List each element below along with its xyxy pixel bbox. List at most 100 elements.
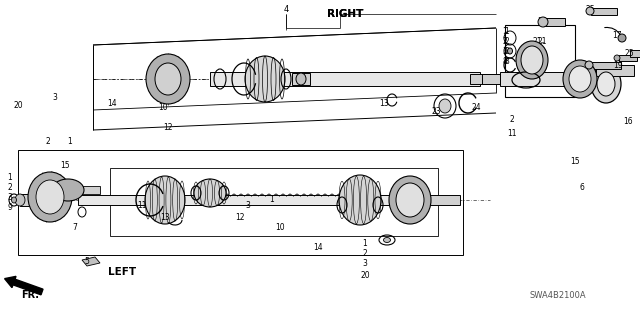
Ellipse shape xyxy=(591,65,621,103)
Bar xyxy=(470,74,500,84)
Ellipse shape xyxy=(383,238,390,242)
FancyArrow shape xyxy=(4,276,43,295)
Text: 18: 18 xyxy=(537,18,547,26)
Text: 5: 5 xyxy=(84,257,90,266)
Bar xyxy=(505,25,575,97)
Text: 12: 12 xyxy=(163,122,173,131)
Text: 14: 14 xyxy=(313,243,323,253)
Text: 22: 22 xyxy=(528,63,538,72)
Polygon shape xyxy=(82,257,100,266)
Bar xyxy=(110,168,438,236)
Text: 23: 23 xyxy=(431,108,441,116)
Text: FR.: FR. xyxy=(21,290,39,300)
Ellipse shape xyxy=(28,172,72,222)
Text: 21: 21 xyxy=(537,38,547,47)
Ellipse shape xyxy=(145,176,185,224)
Ellipse shape xyxy=(563,60,597,98)
Bar xyxy=(292,73,310,85)
Ellipse shape xyxy=(508,48,513,54)
Text: 15: 15 xyxy=(570,158,580,167)
Ellipse shape xyxy=(36,180,64,214)
Text: 3: 3 xyxy=(502,48,507,56)
Text: RIGHT: RIGHT xyxy=(327,9,363,19)
Text: 3: 3 xyxy=(8,194,12,203)
Bar xyxy=(18,150,463,255)
Text: 2: 2 xyxy=(45,137,51,146)
Text: 16: 16 xyxy=(623,117,633,127)
Ellipse shape xyxy=(146,54,190,104)
Text: 9: 9 xyxy=(8,204,12,212)
Ellipse shape xyxy=(194,179,226,207)
Text: 3: 3 xyxy=(504,48,509,56)
Ellipse shape xyxy=(339,175,381,225)
Ellipse shape xyxy=(396,183,424,217)
Bar xyxy=(596,65,634,76)
Text: 13: 13 xyxy=(379,99,389,108)
Text: 3: 3 xyxy=(52,93,58,102)
Bar xyxy=(591,62,621,69)
Text: 8: 8 xyxy=(502,57,507,66)
Text: SWA4B2100A: SWA4B2100A xyxy=(530,291,587,300)
Bar xyxy=(78,195,428,205)
Bar xyxy=(428,195,460,205)
Bar xyxy=(591,8,617,15)
Ellipse shape xyxy=(12,197,17,203)
Text: 1: 1 xyxy=(8,174,12,182)
Ellipse shape xyxy=(15,194,25,206)
Text: 14: 14 xyxy=(107,99,117,108)
Ellipse shape xyxy=(569,66,591,92)
Text: 2: 2 xyxy=(363,249,367,258)
Text: 10: 10 xyxy=(275,224,285,233)
Ellipse shape xyxy=(516,41,548,79)
Text: 20: 20 xyxy=(13,101,23,110)
Text: 1: 1 xyxy=(504,27,509,36)
Ellipse shape xyxy=(52,179,84,201)
Bar xyxy=(210,72,480,86)
Circle shape xyxy=(586,7,594,15)
Ellipse shape xyxy=(296,73,306,85)
Circle shape xyxy=(585,61,593,69)
Text: 24: 24 xyxy=(471,102,481,112)
Text: 2: 2 xyxy=(504,38,509,47)
Text: 1: 1 xyxy=(269,196,275,204)
Circle shape xyxy=(538,17,548,27)
Text: 3: 3 xyxy=(363,259,367,269)
Text: LEFT: LEFT xyxy=(108,267,136,277)
Bar xyxy=(72,186,100,194)
Ellipse shape xyxy=(389,176,431,224)
Text: RIGHT: RIGHT xyxy=(327,9,363,19)
Text: 3: 3 xyxy=(246,201,250,210)
Ellipse shape xyxy=(439,99,451,113)
Text: 1: 1 xyxy=(502,27,507,36)
Text: 7: 7 xyxy=(72,224,77,233)
Text: 8: 8 xyxy=(504,57,509,66)
Text: 15: 15 xyxy=(60,161,70,170)
Text: 20: 20 xyxy=(360,271,370,280)
Circle shape xyxy=(618,34,626,42)
Bar xyxy=(543,18,565,26)
Text: 19: 19 xyxy=(613,61,623,70)
Circle shape xyxy=(614,55,620,61)
Text: 11: 11 xyxy=(508,129,516,137)
Ellipse shape xyxy=(521,46,543,74)
Text: 11: 11 xyxy=(137,201,147,210)
Bar xyxy=(630,50,640,57)
Text: 2: 2 xyxy=(509,115,515,124)
Text: 6: 6 xyxy=(580,183,584,192)
Bar xyxy=(619,55,637,61)
Text: 1: 1 xyxy=(363,239,367,248)
Ellipse shape xyxy=(155,63,181,95)
Text: 12: 12 xyxy=(236,213,244,222)
Text: 2: 2 xyxy=(8,183,12,192)
Text: 17: 17 xyxy=(612,31,622,40)
Text: 4: 4 xyxy=(284,5,289,14)
Bar xyxy=(20,194,48,206)
Bar xyxy=(482,74,500,84)
Text: 25: 25 xyxy=(624,48,634,57)
Text: 13: 13 xyxy=(160,213,170,222)
Text: 1: 1 xyxy=(68,137,72,146)
Text: 2: 2 xyxy=(502,38,507,47)
Text: 25: 25 xyxy=(585,5,595,14)
Ellipse shape xyxy=(597,72,615,96)
Text: 21: 21 xyxy=(532,38,541,47)
